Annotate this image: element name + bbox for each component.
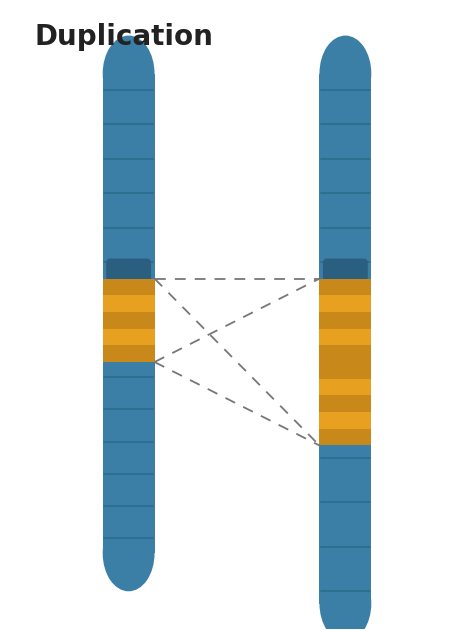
Bar — [319, 74, 371, 604]
Bar — [103, 345, 155, 362]
Bar — [103, 278, 155, 362]
Bar — [319, 396, 371, 412]
FancyBboxPatch shape — [323, 258, 368, 286]
Bar — [319, 412, 371, 429]
Bar — [103, 74, 155, 553]
Bar — [319, 329, 371, 345]
Bar — [319, 295, 371, 312]
FancyBboxPatch shape — [106, 258, 151, 286]
Text: Duplication: Duplication — [35, 23, 213, 51]
Ellipse shape — [319, 35, 371, 112]
Bar — [319, 429, 371, 445]
Bar — [103, 278, 155, 295]
Ellipse shape — [103, 515, 155, 592]
Bar — [319, 362, 371, 379]
Bar — [103, 295, 155, 312]
Bar — [319, 362, 371, 445]
Ellipse shape — [103, 35, 155, 112]
Ellipse shape — [319, 566, 371, 630]
Bar — [103, 329, 155, 345]
Bar — [319, 345, 371, 362]
Bar — [319, 278, 371, 295]
Bar — [319, 379, 371, 396]
Bar — [103, 312, 155, 329]
Bar — [319, 278, 371, 362]
Bar — [319, 312, 371, 329]
